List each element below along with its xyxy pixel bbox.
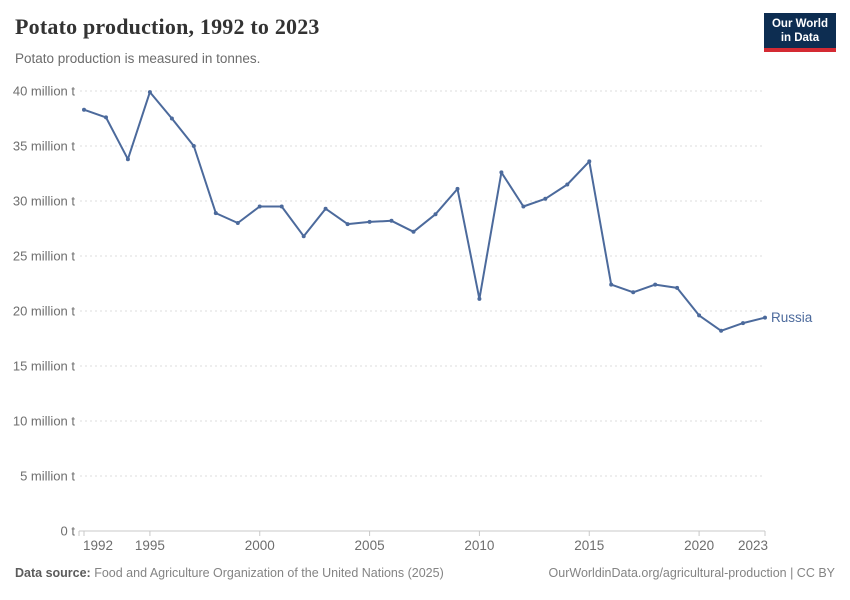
- data-source-label: Data source:: [15, 566, 91, 580]
- svg-text:30 million t: 30 million t: [13, 194, 76, 209]
- svg-text:1995: 1995: [135, 538, 165, 553]
- svg-text:10 million t: 10 million t: [13, 414, 76, 429]
- svg-text:2023: 2023: [738, 538, 768, 553]
- credit-link[interactable]: OurWorldinData.org/agricultural-producti…: [548, 566, 835, 580]
- svg-text:40 million t: 40 million t: [13, 84, 76, 99]
- page-title: Potato production, 1992 to 2023: [15, 14, 320, 39]
- data-source-text: Food and Agriculture Organization of the…: [94, 566, 444, 580]
- svg-text:2020: 2020: [684, 538, 714, 553]
- x-axis-labels: 1992 1995 2000 2005 2010 2015 2020 2023: [83, 538, 768, 553]
- x-axis-ticks: [78, 531, 766, 536]
- series-end-label: Russia: [771, 310, 813, 325]
- owid-logo-line1: Our World: [771, 18, 828, 30]
- svg-text:2000: 2000: [245, 538, 275, 553]
- svg-text:0 t: 0 t: [61, 524, 76, 539]
- svg-text:15 million t: 15 million t: [13, 359, 76, 374]
- chart-subtitle: Potato production is measured in tonnes.: [15, 51, 261, 66]
- y-axis-labels: 0 t 5 million t 10 million t 15 million t 20…: [13, 84, 76, 539]
- svg-text:2010: 2010: [464, 538, 494, 553]
- svg-text:5 million t: 5 million t: [20, 469, 75, 484]
- svg-text:35 million t: 35 million t: [13, 139, 76, 154]
- svg-text:25 million t: 25 million t: [13, 249, 76, 264]
- data-source: Data source: Food and Agriculture Organi…: [15, 566, 444, 580]
- svg-text:2015: 2015: [574, 538, 604, 553]
- svg-text:1992: 1992: [83, 538, 113, 553]
- owid-logo-line2: in Data: [780, 31, 820, 44]
- owid-logo: Our World in Data: [763, 13, 836, 52]
- svg-text:2005: 2005: [355, 538, 385, 553]
- y-gridlines: [79, 90, 765, 532]
- svg-text:20 million t: 20 million t: [13, 304, 76, 319]
- data-line-russia[interactable]: [83, 91, 766, 332]
- data-points[interactable]: [82, 90, 767, 333]
- chart-footer: Data source: Food and Agriculture Organi…: [15, 566, 835, 580]
